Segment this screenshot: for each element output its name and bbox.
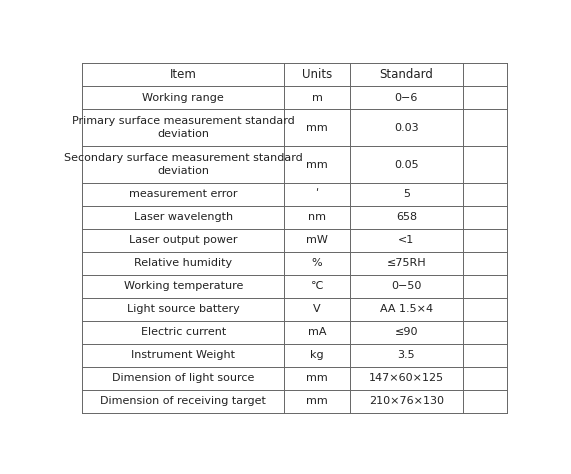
Text: mA: mA [308, 328, 327, 337]
Text: mm: mm [306, 160, 328, 170]
Text: nm: nm [308, 212, 326, 222]
Text: Working temperature: Working temperature [124, 282, 243, 292]
Text: Units: Units [302, 68, 332, 82]
Text: Instrument Weight: Instrument Weight [131, 350, 235, 360]
Text: Light source battery: Light source battery [127, 304, 240, 314]
Text: Item: Item [170, 68, 197, 82]
Text: kg: kg [311, 350, 324, 360]
Text: ≤75RH: ≤75RH [387, 258, 426, 268]
Text: ʹ: ʹ [316, 190, 319, 200]
Text: 0.03: 0.03 [394, 123, 419, 133]
Text: m: m [312, 93, 323, 103]
Text: Laser output power: Laser output power [129, 236, 238, 246]
Text: %: % [312, 258, 323, 268]
Text: Primary surface measurement standard
deviation: Primary surface measurement standard dev… [72, 116, 295, 139]
Text: ≤90: ≤90 [395, 328, 418, 337]
Text: mm: mm [306, 396, 328, 406]
Text: AA 1.5×4: AA 1.5×4 [380, 304, 433, 314]
Text: Dimension of receiving target: Dimension of receiving target [100, 396, 266, 406]
Text: <1: <1 [398, 236, 415, 246]
Text: 0−50: 0−50 [391, 282, 421, 292]
Text: mm: mm [306, 123, 328, 133]
Text: 3.5: 3.5 [397, 350, 415, 360]
Text: 658: 658 [396, 212, 417, 222]
Text: V: V [313, 304, 321, 314]
Text: 210×76×130: 210×76×130 [369, 396, 444, 406]
Text: Standard: Standard [379, 68, 433, 82]
Text: mW: mW [306, 236, 328, 246]
Text: 0.05: 0.05 [394, 160, 419, 170]
Text: Secondary surface measurement standard
deviation: Secondary surface measurement standard d… [64, 153, 303, 176]
Text: Working range: Working range [142, 93, 224, 103]
Text: 5: 5 [403, 190, 410, 200]
Text: 147×60×125: 147×60×125 [369, 373, 444, 383]
Text: ℃: ℃ [311, 282, 323, 292]
Text: 0−6: 0−6 [395, 93, 418, 103]
Text: Laser wavelength: Laser wavelength [134, 212, 233, 222]
Text: Dimension of light source: Dimension of light source [112, 373, 255, 383]
Text: measurement error: measurement error [129, 190, 238, 200]
Text: Electric current: Electric current [140, 328, 226, 337]
Text: mm: mm [306, 373, 328, 383]
Text: Relative humidity: Relative humidity [134, 258, 232, 268]
